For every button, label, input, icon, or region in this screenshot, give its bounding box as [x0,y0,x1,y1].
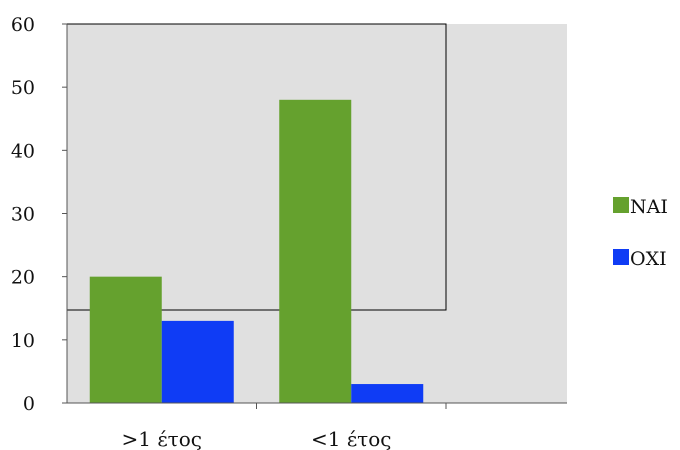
y-tick-label: 60 [11,14,35,36]
y-tick-label: 50 [11,77,35,99]
bar-nai-1 [279,99,352,404]
y-tick-label: 30 [11,204,35,226]
y-axis-ticks: 0 10 20 30 40 50 60 [11,14,67,415]
y-tick-label: 0 [23,393,35,415]
legend-label: ΟΧΙ [630,248,667,270]
y-tick-label: 40 [11,140,35,162]
bar-oxi-0 [161,320,234,403]
bar-nai-0 [89,276,162,403]
x-category-label: >1 έτος [121,427,202,450]
y-tick-label: 20 [11,267,35,289]
legend: ΝΑΙ ΟΧΙ [613,196,668,270]
x-category-label: <1 έτος [311,427,392,450]
bars-group [89,99,424,404]
legend-swatch [613,197,629,213]
bar-oxi-1 [351,384,424,403]
legend-swatch [613,249,629,265]
x-axis-ticks: >1 έτος <1 έτος [121,403,447,450]
y-tick-label: 10 [11,330,35,352]
legend-label: ΝΑΙ [630,196,668,218]
